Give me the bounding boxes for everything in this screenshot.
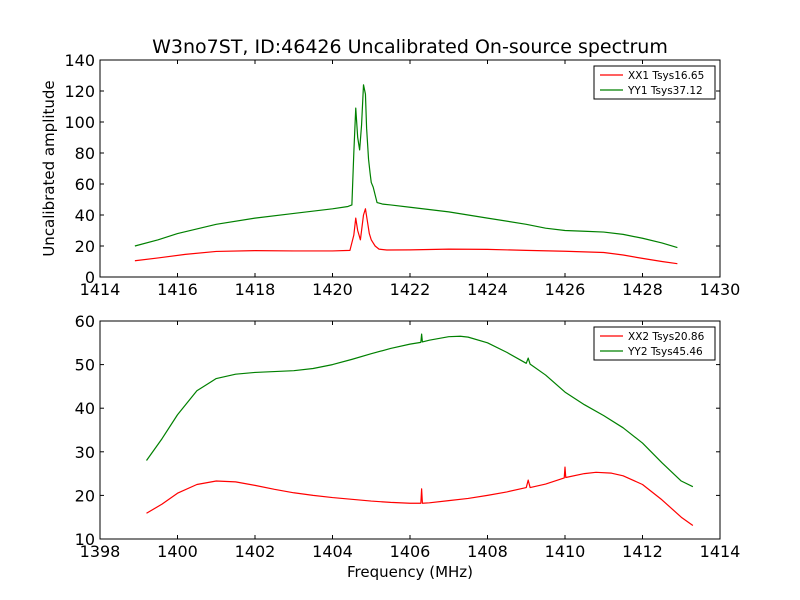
legend bbox=[593, 65, 716, 100]
y-tick-label: 60 bbox=[75, 312, 95, 331]
x-tick-label: 1414 bbox=[80, 280, 121, 299]
legend-label: YY1 Tsys37.12 bbox=[627, 85, 703, 97]
x-tick-label: 1398 bbox=[80, 542, 121, 561]
y-tick-label: 100 bbox=[64, 113, 95, 132]
top-panel: 1414 1416 1418 1420 1422 1424 1426 1428 1430 0 20 4… bbox=[40, 51, 740, 299]
legend-label: XX2 Tsys20.86 bbox=[628, 331, 705, 343]
y-tick-label: 40 bbox=[75, 399, 95, 418]
x-tick-label: 1428 bbox=[622, 280, 663, 299]
y-tick-label: 50 bbox=[75, 356, 95, 375]
y-tick-label: 120 bbox=[64, 82, 95, 101]
x-tick-label: 1410 bbox=[545, 542, 586, 561]
x-tick-label: 1418 bbox=[235, 280, 276, 299]
series-line-2-1 bbox=[146, 466, 694, 526]
series-line-1-2 bbox=[134, 84, 678, 249]
x-tick-label: 1402 bbox=[235, 542, 276, 561]
y-axis-label: Uncalibrated amplitude bbox=[40, 80, 58, 256]
y-tick-label: 40 bbox=[75, 206, 95, 225]
figure-title: W3no7ST, ID:46426 Uncalibrated On-source… bbox=[152, 36, 668, 58]
x-tick-label: 1430 bbox=[700, 280, 741, 299]
x-tick-label: 1416 bbox=[157, 280, 198, 299]
x-axis-label: Frequency (MHz) bbox=[347, 563, 473, 581]
y-tick-label: 140 bbox=[64, 51, 95, 70]
series-line-2-2 bbox=[146, 333, 694, 488]
series-line-1-1 bbox=[134, 208, 678, 265]
x-tick-label: 1408 bbox=[467, 542, 508, 561]
bottom-panel: 1398 1400 1402 1404 1406 1408 1410 1412 1414 10 20… bbox=[75, 312, 741, 581]
x-tick-label: 1426 bbox=[545, 280, 586, 299]
legend-label: YY2 Tsys45.46 bbox=[627, 346, 703, 358]
legend-label: XX1 Tsys16.65 bbox=[628, 70, 704, 82]
x-tick-label: 1400 bbox=[157, 542, 198, 561]
legend bbox=[593, 326, 716, 361]
x-tick-label: 1424 bbox=[467, 280, 508, 299]
y-tick-label: 20 bbox=[75, 237, 95, 256]
y-tick-label: 10 bbox=[75, 530, 95, 549]
y-tick-label: 30 bbox=[75, 443, 95, 462]
x-tick-label: 1422 bbox=[390, 280, 431, 299]
x-tick-label: 1420 bbox=[312, 280, 353, 299]
y-tick-label: 0 bbox=[85, 268, 95, 287]
y-tick-label: 60 bbox=[75, 175, 95, 194]
x-tick-label: 1406 bbox=[390, 542, 431, 561]
y-tick-label: 20 bbox=[75, 486, 95, 505]
y-tick-label: 80 bbox=[75, 144, 95, 163]
x-tick-label: 1414 bbox=[700, 542, 741, 561]
x-tick-label: 1404 bbox=[312, 542, 353, 561]
x-tick-label: 1412 bbox=[622, 542, 663, 561]
